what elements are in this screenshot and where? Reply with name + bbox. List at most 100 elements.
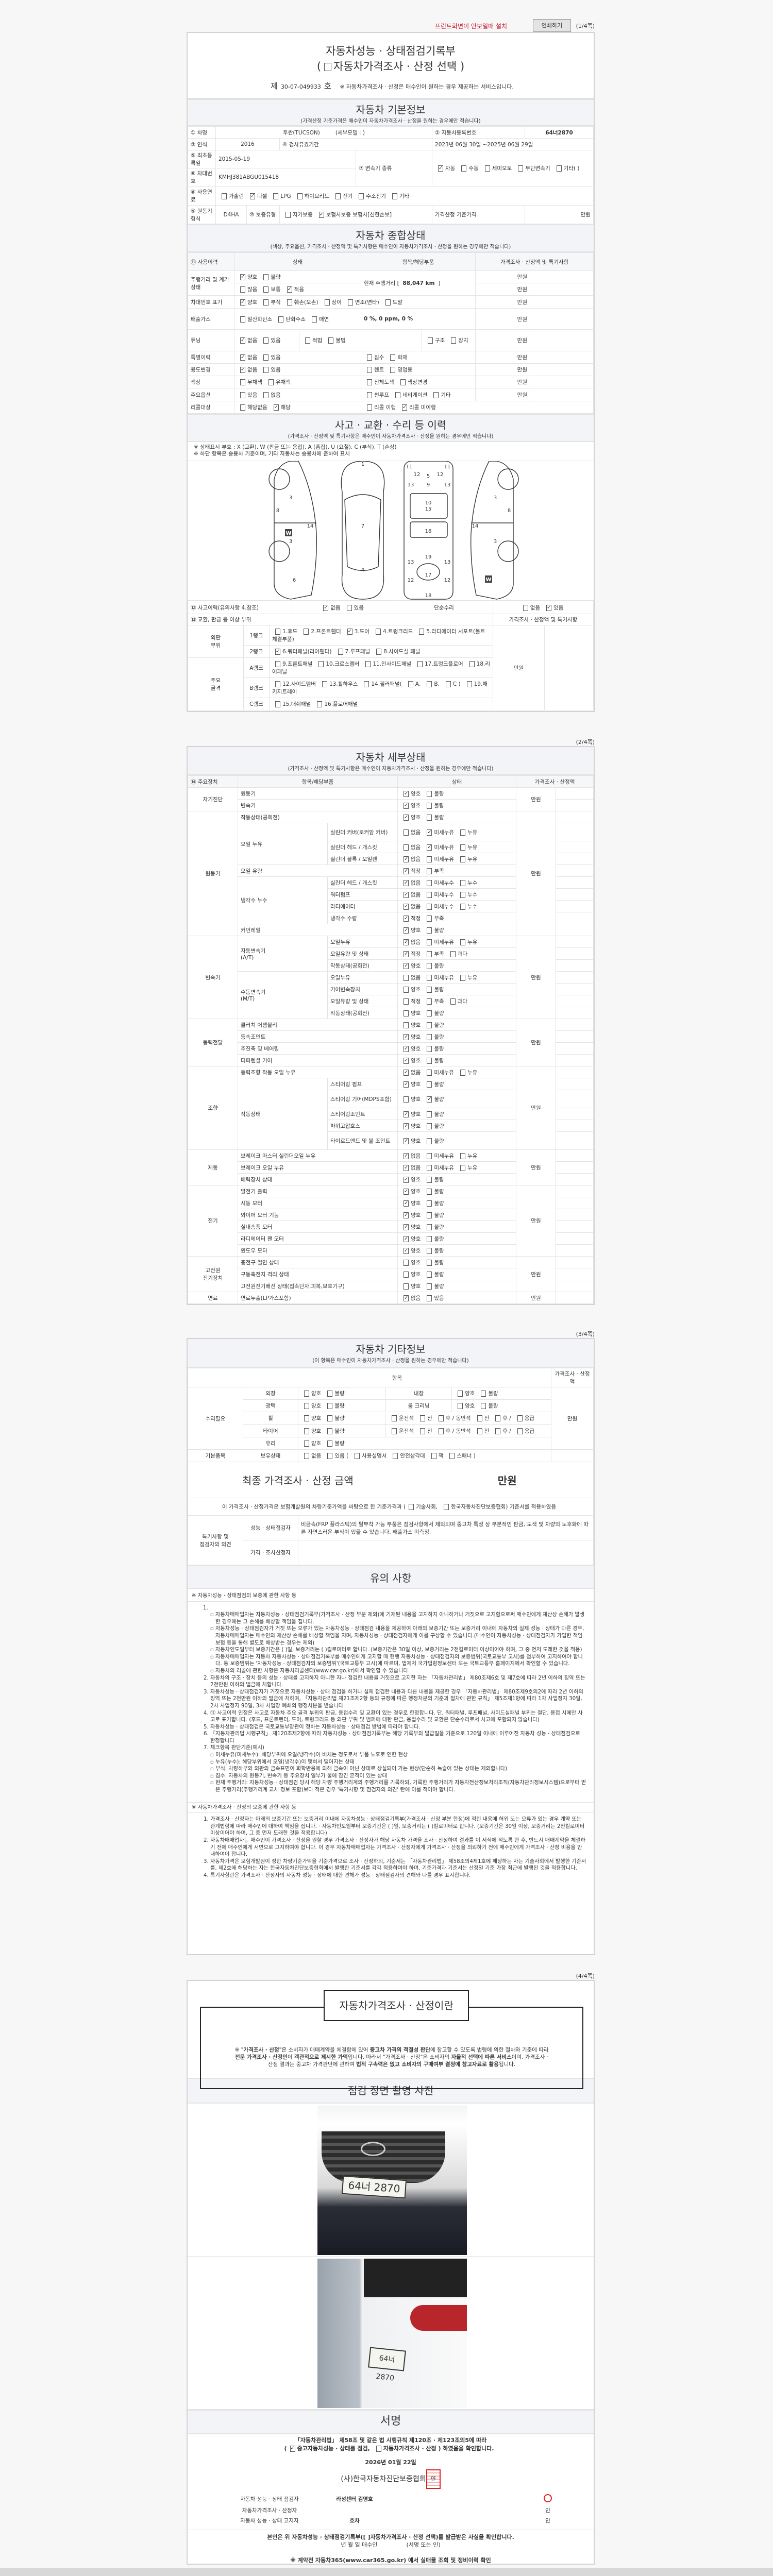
checkbox[interactable] — [460, 844, 465, 851]
checkbox[interactable] — [458, 1391, 463, 1397]
checkbox[interactable]: ✓ — [404, 1138, 409, 1144]
checkbox[interactable] — [427, 1033, 432, 1040]
checkbox[interactable] — [427, 1283, 432, 1290]
checkbox[interactable]: ✓ — [240, 299, 245, 306]
checkbox[interactable] — [347, 299, 353, 306]
checkbox[interactable]: ✓ — [404, 814, 409, 821]
checkbox[interactable] — [318, 661, 324, 667]
checkbox[interactable] — [222, 193, 227, 199]
checkbox[interactable]: ✓ — [404, 1081, 409, 1088]
checkbox[interactable] — [427, 915, 432, 922]
checkbox[interactable] — [438, 1415, 444, 1421]
price-survey-checkbox[interactable] — [324, 63, 332, 71]
checkbox[interactable]: ✓ — [404, 802, 409, 809]
checkbox[interactable] — [460, 1153, 465, 1159]
checkbox[interactable] — [427, 1164, 432, 1171]
checkbox[interactable] — [427, 1271, 432, 1278]
checkbox[interactable] — [433, 392, 439, 398]
checkbox[interactable] — [495, 1428, 501, 1434]
checkbox[interactable] — [427, 879, 432, 886]
checkbox[interactable] — [427, 1069, 432, 1076]
checkbox[interactable] — [297, 193, 303, 199]
checkbox[interactable]: ✓ — [404, 790, 409, 797]
checkbox[interactable] — [427, 1153, 432, 1159]
checkbox[interactable] — [367, 404, 372, 411]
checkbox[interactable] — [392, 193, 397, 199]
checkbox[interactable] — [346, 604, 352, 611]
checkbox[interactable] — [427, 1111, 432, 1117]
checkbox[interactable]: ✓ — [404, 927, 409, 934]
checkbox[interactable] — [327, 1440, 333, 1447]
install-link[interactable]: 프린트화면이 안보일때 설치 — [434, 23, 507, 30]
checkbox[interactable] — [460, 856, 465, 862]
checkbox[interactable] — [427, 1188, 432, 1195]
checkbox[interactable] — [477, 1415, 482, 1421]
checkbox[interactable] — [427, 1176, 432, 1183]
checkbox[interactable] — [327, 1453, 333, 1459]
checkbox[interactable]: ✓ — [404, 903, 409, 910]
checkbox[interactable] — [428, 337, 433, 344]
checkbox[interactable] — [427, 1138, 432, 1144]
checkbox[interactable] — [263, 299, 269, 306]
checkbox[interactable] — [427, 939, 432, 945]
checkbox[interactable] — [451, 337, 457, 344]
checkbox[interactable] — [427, 1081, 432, 1088]
checkbox[interactable] — [518, 165, 524, 172]
checkbox[interactable] — [427, 802, 432, 809]
checkbox[interactable] — [367, 367, 372, 373]
checkbox[interactable] — [240, 286, 245, 293]
checkbox[interactable] — [419, 1415, 425, 1421]
checkbox[interactable] — [327, 1415, 333, 1421]
checkbox[interactable]: ✓ — [318, 212, 324, 218]
checkbox[interactable]: ✓ — [404, 879, 409, 886]
checkbox[interactable] — [427, 891, 432, 898]
car365-notice[interactable]: ※ 계약전 자동차365(www.car365.go.kr) 에서 실매물 조회… — [290, 2557, 491, 2564]
checkbox[interactable] — [395, 392, 400, 398]
checkbox[interactable] — [460, 903, 465, 910]
checkbox[interactable]: ✓ — [323, 604, 329, 611]
checkbox[interactable] — [427, 868, 432, 874]
checkbox[interactable] — [427, 1224, 432, 1230]
checkbox[interactable] — [427, 1045, 432, 1052]
checkbox[interactable] — [427, 927, 432, 934]
checkbox[interactable]: ✓ — [427, 829, 432, 836]
checkbox[interactable] — [466, 681, 472, 687]
checkbox[interactable] — [304, 1428, 309, 1434]
checkbox[interactable] — [393, 1453, 398, 1459]
checkbox[interactable]: ✓ — [404, 1224, 409, 1230]
checkbox[interactable]: ✓ — [404, 951, 409, 957]
checkbox[interactable] — [427, 1200, 432, 1207]
checkbox[interactable] — [275, 701, 280, 707]
checkbox[interactable]: ✓ — [404, 1111, 409, 1117]
checkbox[interactable] — [328, 337, 334, 344]
checkbox[interactable] — [404, 1022, 409, 1028]
checkbox[interactable] — [556, 165, 562, 172]
checkbox[interactable] — [304, 629, 309, 635]
checkbox[interactable]: ✓ — [404, 939, 409, 945]
checkbox[interactable] — [404, 844, 409, 851]
checkbox[interactable]: ✓ — [404, 1123, 409, 1129]
checkbox[interactable] — [263, 337, 269, 344]
checkbox[interactable] — [481, 1403, 486, 1409]
checkbox[interactable]: ✓ — [404, 915, 409, 922]
checkbox[interactable]: ✓ — [404, 962, 409, 969]
checkbox[interactable]: ✓ — [427, 1096, 432, 1103]
checkbox[interactable]: ✓ — [438, 165, 444, 172]
checkbox[interactable]: ✓ — [240, 367, 245, 373]
checkbox[interactable] — [376, 2446, 381, 2452]
checkbox[interactable]: ✓ — [404, 1033, 409, 1040]
checkbox[interactable] — [427, 1259, 432, 1266]
checkbox[interactable]: ✓ — [404, 1057, 409, 1064]
checkbox[interactable] — [285, 212, 291, 218]
checkbox[interactable] — [240, 316, 245, 323]
checkbox[interactable]: ✓ — [404, 1212, 409, 1218]
checkbox[interactable] — [427, 790, 432, 797]
checkbox[interactable] — [450, 998, 456, 1005]
checkbox[interactable] — [408, 681, 413, 687]
checkbox[interactable]: ✓ — [427, 844, 432, 851]
checkbox[interactable] — [449, 1453, 455, 1459]
checkbox[interactable] — [275, 681, 280, 687]
checkbox[interactable] — [427, 974, 432, 981]
checkbox[interactable] — [427, 856, 432, 862]
checkbox[interactable] — [404, 1283, 409, 1290]
